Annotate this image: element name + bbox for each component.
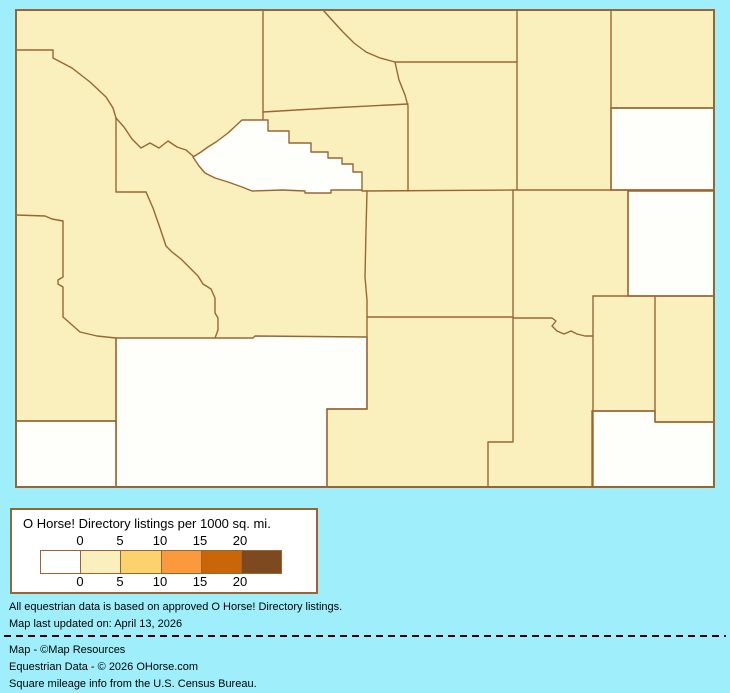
legend-tick: 15 [192, 574, 208, 589]
legend-tick: 15 [192, 533, 208, 548]
credits: Map - ©Map Resources Equestrian Data - ©… [9, 642, 257, 693]
note-last-updated: Map last updated on: April 13, 2026 [9, 618, 183, 630]
note-approved-listings: All equestrian data is based on approved… [9, 601, 343, 613]
credit-square-mileage: Square mileage info from the U.S. Census… [9, 678, 257, 690]
wyoming-county-map [15, 9, 715, 488]
legend-tick: 0 [76, 533, 84, 548]
county-uinta [15, 420, 117, 488]
credit-equestrian-data: Equestrian Data - © 2026 OHorse.com [9, 661, 199, 673]
legend-tick: 10 [152, 533, 168, 548]
legend-swatch [41, 551, 82, 573]
state-wyoming-border [15, 9, 715, 488]
legend-tick: 20 [232, 574, 248, 589]
legend-tick: 0 [76, 574, 84, 589]
legend-swatch [161, 551, 202, 573]
credit-map-resources: Map - ©Map Resources [9, 644, 126, 656]
dashed-separator [4, 635, 726, 637]
legend-swatch [121, 551, 162, 573]
county-hot-springs [192, 119, 363, 194]
legend-swatch [201, 551, 242, 573]
legend-tick: 10 [152, 574, 168, 589]
legend-tick: 5 [116, 533, 124, 548]
county-boundaries [15, 9, 715, 488]
legend-swatch [81, 551, 122, 573]
county-niobrara [627, 190, 715, 297]
map-legend: O Horse! Directory listings per 1000 sq.… [10, 508, 318, 594]
county-weston [610, 107, 715, 191]
data-notes: All equestrian data is based on approved… [9, 599, 342, 633]
legend-color-ramp [40, 550, 282, 574]
legend-swatch [241, 551, 282, 573]
legend-tick: 5 [116, 574, 124, 589]
legend-tick: 20 [232, 533, 248, 548]
legend-title: O Horse! Directory listings per 1000 sq.… [23, 516, 271, 531]
